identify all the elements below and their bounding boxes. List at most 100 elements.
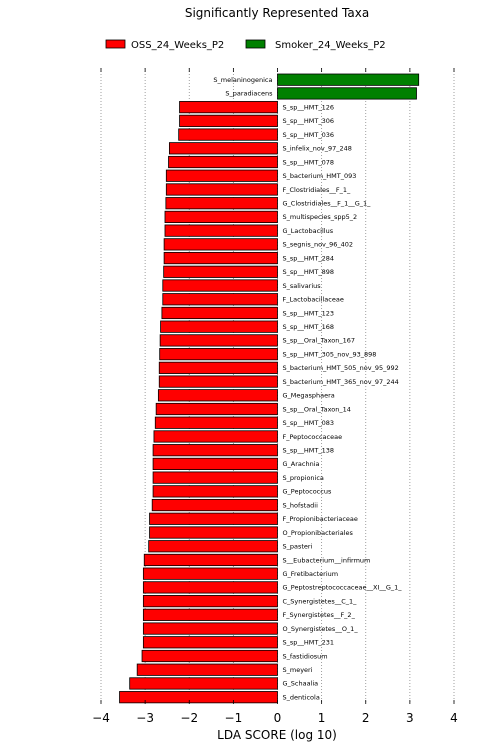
legend-swatch-smoker — [245, 39, 266, 49]
bar-label: S_bacterium_HMT_365_nov_97_244 — [283, 378, 399, 386]
bars — [119, 73, 420, 704]
x-tick-label: 0 — [274, 711, 282, 725]
x-tick-label: −4 — [92, 711, 110, 725]
bar-label: S_sp__HMT_083 — [283, 419, 335, 427]
chart-title: Significantly Represented Taxa — [185, 6, 369, 20]
bar-label: F_Clostridiales__F_1_ — [283, 186, 351, 194]
bar-label: F_Synergistetes__F_2_ — [283, 611, 356, 619]
bar-label: F_Peptococcaceae — [283, 433, 343, 441]
bar — [165, 169, 278, 182]
bar — [152, 457, 278, 470]
bar-label: G_Peptostreptococcaceae__XI__G_1_ — [283, 584, 403, 592]
bar-label: S_sp__HMT_168 — [283, 323, 335, 331]
bar-label: S_sp__HMT_231 — [283, 639, 335, 647]
bar — [143, 553, 278, 567]
bar-label: G_Lactobacillus — [283, 227, 334, 235]
bar-label: S_propionica — [283, 474, 324, 482]
bar-label: S_sp__HMT_126 — [283, 103, 335, 111]
bar-label: S_bacterium_HMT_505_nov_95_992 — [283, 364, 399, 372]
bar-label: C_Synergistetes__C_1_ — [283, 597, 358, 605]
bar — [165, 183, 278, 196]
bar — [168, 142, 278, 155]
bar — [152, 444, 278, 457]
bar-label: S_sp__HMT_305_nov_93_898 — [283, 350, 377, 358]
bar-label: G_Fretibacterium — [283, 570, 339, 578]
bar — [149, 512, 278, 525]
x-tick-label: −2 — [180, 711, 198, 725]
bar-label: S_paradiacens — [225, 90, 273, 98]
bar-label: S_fastidiosum — [283, 652, 328, 660]
bar-label: S_melaninogenica — [213, 76, 272, 84]
x-tick-label: −1 — [225, 711, 243, 725]
bar — [119, 691, 278, 704]
bar-label: S_sp__Oral_Taxon_167 — [283, 337, 356, 345]
bar — [142, 595, 278, 608]
bar-label: O_Propionibacteriales — [283, 529, 354, 537]
legend: OSS_24_Weeks_P2 Smoker_24_Weeks_P2 — [105, 39, 386, 51]
bar-label: S__Eubacterium__infirmum — [283, 556, 371, 564]
bar — [160, 320, 278, 333]
legend-label-smoker: Smoker_24_Weeks_P2 — [275, 40, 386, 51]
bar — [159, 334, 278, 347]
bar — [142, 567, 278, 580]
bar — [141, 649, 278, 663]
legend-swatch-oss — [105, 39, 126, 49]
bar-label: S_sp__HMT_306 — [283, 117, 335, 125]
bar — [159, 348, 278, 361]
x-tick-label: −3 — [136, 711, 154, 725]
bar-label: O_Synergistetes__O_1_ — [283, 625, 359, 633]
bar-label: S_infelix_nov_97_248 — [283, 145, 352, 153]
bar — [164, 224, 278, 237]
bar — [142, 636, 278, 649]
bar-label: S_sp__HMT_078 — [283, 158, 335, 166]
x-tick-label: 4 — [450, 711, 458, 725]
bar — [148, 540, 278, 553]
bar-label: G_Clostridiales__F_1__G_1_ — [283, 199, 372, 207]
legend-label-oss: OSS_24_Weeks_P2 — [131, 40, 224, 51]
bar — [152, 485, 278, 498]
bar-label: S_segnis_nov_96_402 — [283, 241, 354, 249]
bar — [149, 526, 278, 539]
bar-label: S_sp__HMT_898 — [283, 268, 335, 276]
bar-label: G_Arachnia — [283, 460, 320, 468]
bar — [179, 114, 278, 127]
bar-label: S_sp__HMT_123 — [283, 309, 335, 317]
x-axis-label: LDA SCORE (log 10) — [217, 728, 337, 742]
bar-label: G_Schaalia — [283, 680, 319, 688]
bar-label: G_Peptococcus — [283, 488, 332, 496]
bar — [163, 251, 278, 265]
bar-label: S_sp__HMT_036 — [283, 131, 335, 139]
bar-label: S_multispecies_spp5_2 — [283, 213, 358, 221]
bar-label: S_sp__Oral_Taxon_14 — [283, 405, 351, 413]
bar — [152, 471, 278, 484]
bar — [161, 306, 278, 320]
bar — [162, 279, 278, 292]
bar-label: F_Propionibacteriaceae — [283, 515, 358, 523]
bar — [277, 87, 417, 100]
bar — [277, 73, 420, 86]
x-tick-label: 2 — [362, 711, 370, 725]
bar — [162, 293, 278, 306]
x-tick-label: 1 — [318, 711, 326, 725]
x-axis-ticks: −4 −3 −2 −1 0 1 2 3 4 — [92, 68, 458, 725]
bar-label: S_hofstadii — [283, 501, 319, 509]
bar — [178, 128, 278, 141]
bar — [155, 402, 278, 416]
bar-label: S_sp__HMT_138 — [283, 446, 335, 454]
bar — [153, 430, 278, 443]
bar — [142, 622, 278, 635]
bar — [164, 210, 278, 224]
x-tick-label: 3 — [406, 711, 414, 725]
bar — [151, 498, 278, 512]
bar — [154, 416, 278, 429]
bar — [142, 581, 278, 594]
bar-label: S_bacterium_HMT_093 — [283, 172, 357, 180]
bar-label: S_denticola — [283, 693, 320, 701]
bar — [165, 197, 278, 210]
bar-labels: S_melaninogenica S_paradiacens S_sp__HMT_1… — [213, 76, 402, 701]
bar-label: S_sp__HMT_284 — [283, 254, 335, 262]
bar — [179, 101, 278, 114]
bar — [129, 677, 278, 690]
bar-label: S_salivarius — [283, 282, 322, 290]
